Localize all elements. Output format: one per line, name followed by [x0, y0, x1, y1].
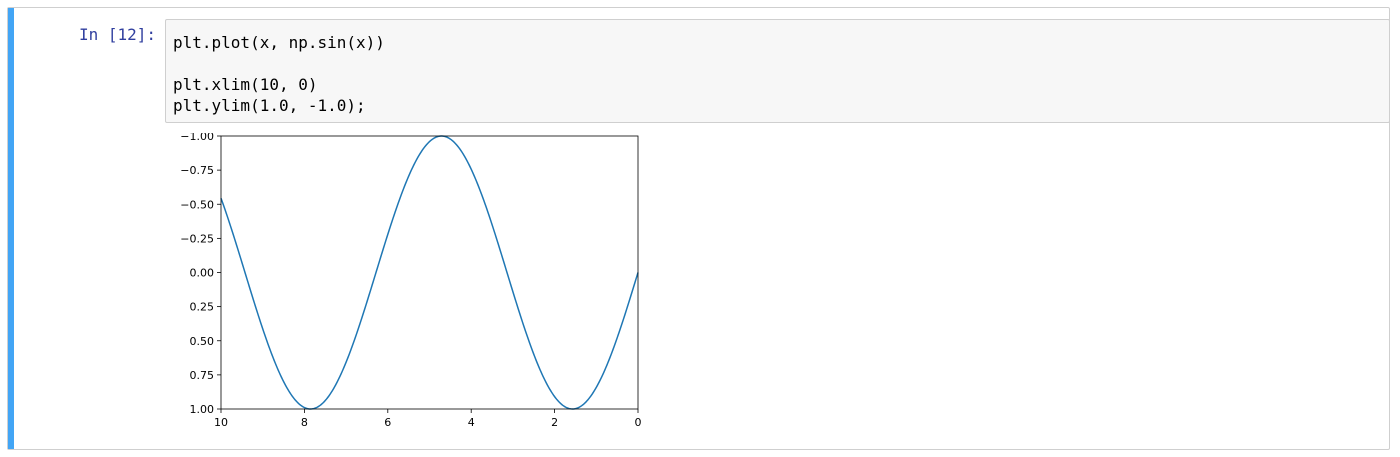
code-lines: plt.plot(x, np.sin(x)) plt.xlim(10, 0) plt…	[173, 32, 385, 116]
code-line: plt.xlim(10, 0)	[173, 75, 318, 94]
x-tick-label: 8	[301, 416, 308, 429]
cell-selection-bar	[8, 8, 14, 449]
x-tick-label: 6	[384, 416, 391, 429]
y-tick-label: 0.00	[190, 267, 215, 280]
output-area: −1.00 −0.75 −0.50 −0.25 0.00 0.25 0.50 0.75 1.00…	[165, 130, 665, 443]
input-prompt: In [12]:	[78, 25, 156, 44]
y-tick-label: 0.50	[190, 335, 215, 348]
x-tick-label: 0	[635, 416, 642, 429]
code-editor[interactable]: plt.plot(x, np.sin(x)) plt.xlim(10, 0) plt…	[165, 19, 1390, 123]
code-line: plt.ylim(1.0, -1.0);	[173, 96, 366, 115]
code-line: plt.plot(x, np.sin(x))	[173, 33, 385, 52]
plot-frame	[220, 135, 639, 410]
series-line-sin	[220, 135, 639, 410]
code-line	[173, 53, 385, 74]
y-tick-label: 1.00	[190, 403, 215, 416]
x-tick-label: 4	[468, 416, 475, 429]
code-cell[interactable]: In [12]: plt.plot(x, np.sin(x)) plt.xlim(…	[7, 7, 1390, 450]
y-tick-label: 0.25	[190, 301, 215, 314]
y-tick-label: 0.75	[190, 369, 215, 382]
sine-plot: −1.00 −0.75 −0.50 −0.25 0.00 0.25 0.50 0.75 1.00…	[180, 130, 642, 429]
y-tick-label: −0.75	[180, 164, 214, 177]
x-tick-label: 2	[551, 416, 558, 429]
x-tick-label: 10	[214, 416, 228, 429]
y-tick-label: −0.50	[180, 198, 214, 211]
y-tick-label: −1.00	[180, 133, 214, 143]
y-tick-label: −0.25	[180, 232, 214, 245]
